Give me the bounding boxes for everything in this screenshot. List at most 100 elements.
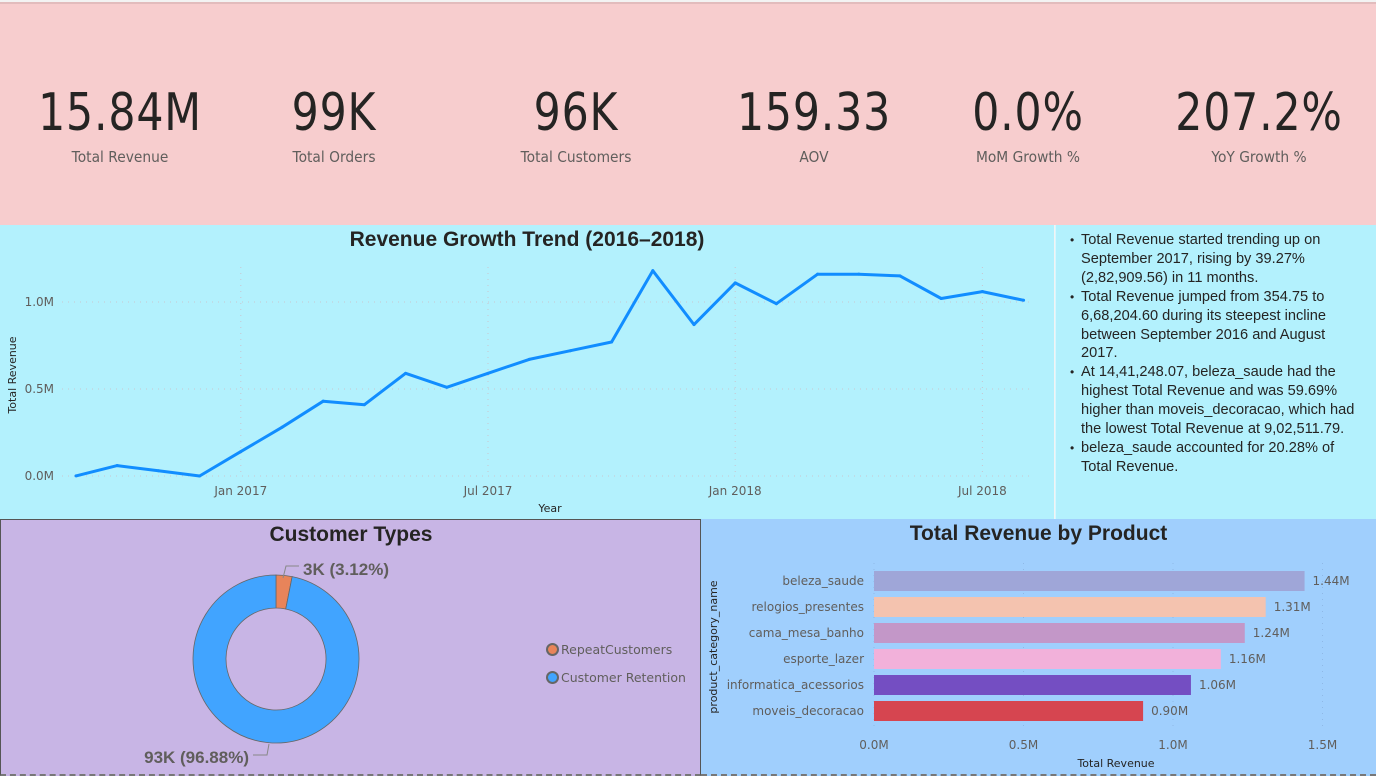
bar-value-label: 1.06M: [1199, 678, 1236, 692]
data-point: [280, 425, 284, 429]
x-tick-label: 0.5M: [1009, 738, 1038, 752]
kpi-label: Total Customers: [520, 148, 632, 166]
y-axis-title: product_category_name: [707, 580, 720, 713]
kpi-value: 99K: [291, 83, 377, 143]
kpi-label: AOV: [799, 148, 829, 166]
kpi-total-revenue[interactable]: 15.84M Total Revenue: [20, 82, 220, 166]
data-point: [321, 399, 325, 403]
data-label: 3K (3.12%): [303, 560, 389, 579]
chart-title: Customer Types: [269, 523, 433, 546]
x-tick-label: Jan 2018: [708, 484, 762, 498]
category-label: relogios_presentes: [751, 600, 864, 614]
data-point: [74, 474, 78, 478]
kpi-label: Total Orders: [292, 148, 376, 166]
kpi-value: 15.84M: [38, 83, 202, 143]
kpi-mom-growth[interactable]: 0.0% MoM Growth %: [960, 82, 1096, 166]
data-point: [404, 371, 408, 375]
category-label: esporte_lazer: [783, 652, 864, 666]
narrative-item: At 14,41,248.07, beleza_saude had the hi…: [1070, 363, 1362, 439]
kpi-total-orders[interactable]: 99K Total Orders: [282, 82, 385, 166]
y-tick-label: 0.0M: [25, 469, 54, 483]
data-point: [239, 450, 243, 454]
kpi-aov[interactable]: 159.33 AOV: [720, 82, 908, 166]
kpi-value: 207.2%: [1175, 83, 1343, 143]
category-label: cama_mesa_banho: [749, 626, 864, 640]
smart-narrative: Total Revenue started trending up on Sep…: [1055, 225, 1376, 519]
legend-dot-icon: [546, 671, 559, 684]
data-point: [486, 371, 490, 375]
data-point: [362, 403, 366, 407]
x-tick-label: 1.5M: [1308, 738, 1337, 752]
legend-item-repeat-customers[interactable]: RepeatCustomers: [546, 642, 672, 657]
data-point: [733, 281, 737, 285]
x-tick-label: Jul 2018: [957, 484, 1007, 498]
data-point: [1022, 298, 1026, 302]
kpi-label: Total Revenue: [71, 148, 169, 166]
revenue-by-product-chart[interactable]: Total Revenue by Product 0.0M 0.5M 1.0M 1.5…: [701, 519, 1376, 776]
legend-label: RepeatCustomers: [561, 642, 673, 657]
y-tick-label: 1.0M: [25, 295, 54, 309]
kpi-value: 96K: [533, 83, 619, 143]
revenue-line-series: [75, 269, 1024, 478]
data-point: [198, 474, 202, 478]
data-point: [156, 469, 160, 473]
data-point: [898, 274, 902, 278]
data-point: [939, 297, 943, 301]
data-point: [816, 272, 820, 276]
bar-value-label: 1.31M: [1274, 600, 1311, 614]
data-point: [445, 385, 449, 389]
kpi-label: MoM Growth %: [975, 148, 1081, 166]
kpi-yoy-growth[interactable]: 207.2% YoY Growth %: [1157, 82, 1361, 166]
y-tick-label: 0.5M: [25, 382, 54, 396]
x-tick-label: 0.0M: [859, 738, 888, 752]
data-point: [568, 349, 572, 353]
revenue-trend-chart[interactable]: Revenue Growth Trend (2016–2018) 0.0M 0.5…: [0, 225, 1054, 519]
data-point: [527, 357, 531, 361]
customer-types-chart[interactable]: Customer Types 3K (3.12%) 93K (96.88%) Re…: [0, 519, 701, 776]
bar-value-label: 1.44M: [1313, 574, 1350, 588]
category-label: informatica_acessorios: [727, 678, 864, 692]
data-point: [774, 302, 778, 306]
bar-value-label: 1.24M: [1253, 626, 1290, 640]
bar-value-label: 1.16M: [1229, 652, 1266, 666]
kpi-band: 15.84M Total Revenue 99K Total Orders 96…: [0, 2, 1376, 225]
leader-line: [253, 743, 270, 756]
data-point: [610, 340, 614, 344]
x-tick-label: Jan 2017: [213, 484, 267, 498]
donut-chart-svg: 3K (3.12%) 93K (96.88%): [144, 560, 389, 767]
category-label: moveis_decoracao: [752, 704, 864, 718]
bar-moveis_decoracao: [874, 701, 1144, 721]
legend-label: Customer Retention: [561, 670, 686, 685]
data-point: [692, 323, 696, 327]
kpi-label: YoY Growth %: [1211, 148, 1307, 166]
bar-cama_mesa_banho: [874, 623, 1245, 643]
narrative-item: Total Revenue started trending up on Sep…: [1070, 231, 1362, 288]
data-point: [115, 464, 119, 468]
x-axis-title: Total Revenue: [1076, 757, 1154, 770]
narrative-item: beleza_saude accounted for 20.28% of Tot…: [1070, 439, 1362, 477]
legend-dot-icon: [546, 643, 559, 656]
kpi-value: 0.0%: [972, 83, 1084, 143]
bar-esporte_lazer: [874, 649, 1221, 669]
category-label: beleza_saude: [782, 574, 864, 588]
data-point: [857, 272, 861, 276]
bar-value-label: 0.90M: [1151, 704, 1188, 718]
x-tick-label: 1.0M: [1158, 738, 1187, 752]
leader-line: [282, 565, 299, 579]
data-point: [980, 290, 984, 294]
x-tick-label: Jul 2017: [463, 484, 513, 498]
bar-beleza_saude: [874, 571, 1305, 591]
bar-relogios_presentes: [874, 597, 1266, 617]
legend-item-customer-retention[interactable]: Customer Retention: [546, 670, 686, 685]
bar-informatica_acessorios: [874, 675, 1191, 695]
x-axis-title: Year: [537, 502, 562, 515]
kpi-value: 159.33: [736, 83, 892, 143]
narrative-item: Total Revenue jumped from 354.75 to 6,68…: [1070, 288, 1362, 364]
data-label: 93K (96.88%): [144, 748, 249, 767]
data-point: [651, 269, 655, 273]
kpi-total-customers[interactable]: 96K Total Customers: [516, 82, 636, 166]
chart-title: Revenue Growth Trend (2016–2018): [349, 228, 705, 251]
narrative-list: Total Revenue started trending up on Sep…: [1056, 225, 1376, 477]
bar-chart-svg: 0.0M 0.5M 1.0M 1.5M Total Revenue product_cat…: [707, 563, 1350, 770]
y-axis-title: Total Revenue: [6, 336, 19, 414]
